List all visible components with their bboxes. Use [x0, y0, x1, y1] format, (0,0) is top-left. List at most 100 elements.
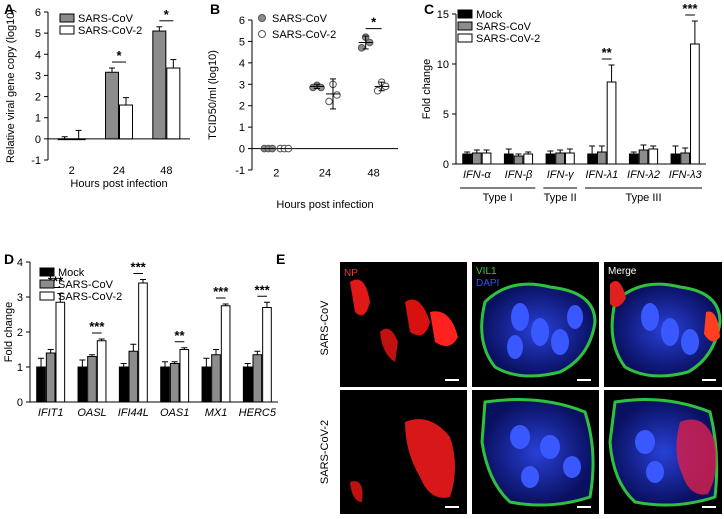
b-ytick-label: 3: [239, 79, 245, 91]
b-point: [325, 97, 333, 106]
a-bar: [105, 71, 119, 140]
a-legend-swatch: [59, 25, 75, 35]
d-bar: [220, 305, 231, 403]
d-bar: [179, 349, 190, 403]
a-bar: [119, 104, 133, 140]
c-xtick-label: IFN-α: [463, 169, 491, 181]
c-bar: [462, 153, 472, 165]
b-ytick-label: 0: [239, 144, 245, 156]
c-xtick-label: IFN-λ3: [669, 169, 703, 181]
c-bar: [481, 152, 492, 165]
d-ytick-label: 4: [17, 257, 23, 269]
c-bar: [670, 153, 681, 165]
c-bar: [555, 152, 566, 165]
b-xlabel: Hours post infection: [276, 199, 373, 211]
d-sig-label: ***: [255, 282, 271, 297]
d-legend-label: Mock: [58, 267, 85, 279]
label-dapi: DAPI: [476, 278, 499, 289]
d-legend-label: SARS-CoV-2: [58, 291, 122, 303]
label-merge: Merge: [608, 266, 637, 277]
a-xtick-label: 24: [113, 165, 125, 177]
c-ytick-label: 5: [443, 109, 449, 121]
d-ytick-label: 0: [17, 397, 23, 409]
d-ytick-label: 1: [17, 362, 23, 374]
c-group-label: Type III: [625, 192, 661, 204]
d-bar: [211, 354, 221, 403]
c-bar: [690, 43, 700, 165]
c-xtick-label: IFN-λ1: [585, 169, 618, 181]
d-xtick-label: OAS1: [160, 407, 189, 419]
panel-label-a: A: [4, 1, 14, 17]
image-vil1-dapi-row1: VIL1 DAPI: [472, 262, 599, 387]
d-bar: [262, 307, 272, 403]
image-merge-row2: [604, 390, 722, 514]
d-sig-label: ***: [213, 284, 229, 299]
a-xtick-label: 48: [160, 165, 172, 177]
b-sig-label: *: [371, 15, 377, 30]
panel-label-e: E: [276, 251, 285, 267]
b-legend-swatch: [258, 14, 266, 22]
d-bar: [55, 301, 66, 403]
row-label-sars-cov-2: SARS-CoV-2: [319, 420, 331, 484]
d-bar: [77, 366, 88, 403]
d-bar: [242, 366, 253, 403]
d-bar: [201, 366, 212, 403]
a-sig-label: *: [116, 48, 122, 63]
b-ylabel: TCID50/ml (log10): [207, 50, 219, 140]
c-bar: [513, 155, 524, 165]
image-vil1-dapi-row2: [472, 390, 599, 514]
d-bar: [128, 350, 139, 403]
d-xtick-label: IFI44L: [118, 407, 149, 419]
a-bar: [57, 138, 72, 141]
a-legend-label: SARS-CoV: [78, 13, 134, 25]
d-bar: [138, 282, 148, 403]
d-sig-label: **: [174, 328, 185, 343]
d-bar: [169, 363, 180, 403]
c-bar: [587, 153, 597, 165]
d-bar: [96, 340, 107, 403]
a-sig-label: *: [164, 7, 170, 22]
d-bar: [87, 356, 97, 403]
a-ytick-label: -1: [31, 155, 41, 167]
c-bar: [628, 153, 639, 165]
c-xtick-label: IFN-λ2: [627, 169, 660, 181]
b-point: [317, 83, 325, 92]
c-sig-label: **: [602, 45, 613, 60]
panel-label-b: B: [210, 1, 220, 17]
a-ytick-label: 2: [35, 92, 41, 104]
a-ytick-label: 0: [35, 134, 41, 146]
d-legend-swatch: [39, 279, 55, 289]
d-bar: [118, 366, 129, 403]
c-group-label: Type I: [483, 192, 513, 204]
d-ytick-label: 3: [17, 292, 23, 304]
c-bar: [471, 152, 482, 165]
c-ytick-label: 0: [443, 159, 449, 171]
b-point: [357, 44, 366, 52]
c-legend-swatch: [457, 9, 473, 19]
a-legend-swatch: [59, 13, 75, 23]
c-ytick-label: 15: [437, 9, 449, 21]
b-legend-label: SARS-CoV-2: [272, 29, 336, 41]
b-ytick-label: 6: [239, 15, 245, 27]
b-point: [333, 91, 341, 99]
c-bar: [606, 81, 617, 165]
image-np-row2: [340, 390, 467, 514]
c-legend-label: SARS-CoV-2: [476, 33, 540, 45]
b-legend-label: SARS-CoV: [272, 13, 328, 25]
c-group-label: Type II: [544, 192, 577, 204]
c-xtick-label: IFN-β: [505, 169, 533, 181]
b-legend-swatch: [258, 30, 266, 38]
row-label-sars-cov: SARS-CoV: [319, 300, 331, 356]
c-bar: [565, 152, 575, 165]
b-xtick-label: 24: [319, 168, 331, 180]
c-xtick-label: IFN-γ: [547, 169, 575, 181]
b-ytick-label: 5: [239, 36, 245, 48]
a-bar: [71, 138, 86, 141]
a-bar: [166, 67, 181, 140]
c-legend-swatch: [457, 21, 473, 31]
panel-label-d: D: [4, 251, 14, 267]
image-merge-row1: Merge: [604, 262, 722, 387]
d-xtick-label: HERC5: [239, 407, 277, 419]
a-bar: [152, 30, 167, 140]
